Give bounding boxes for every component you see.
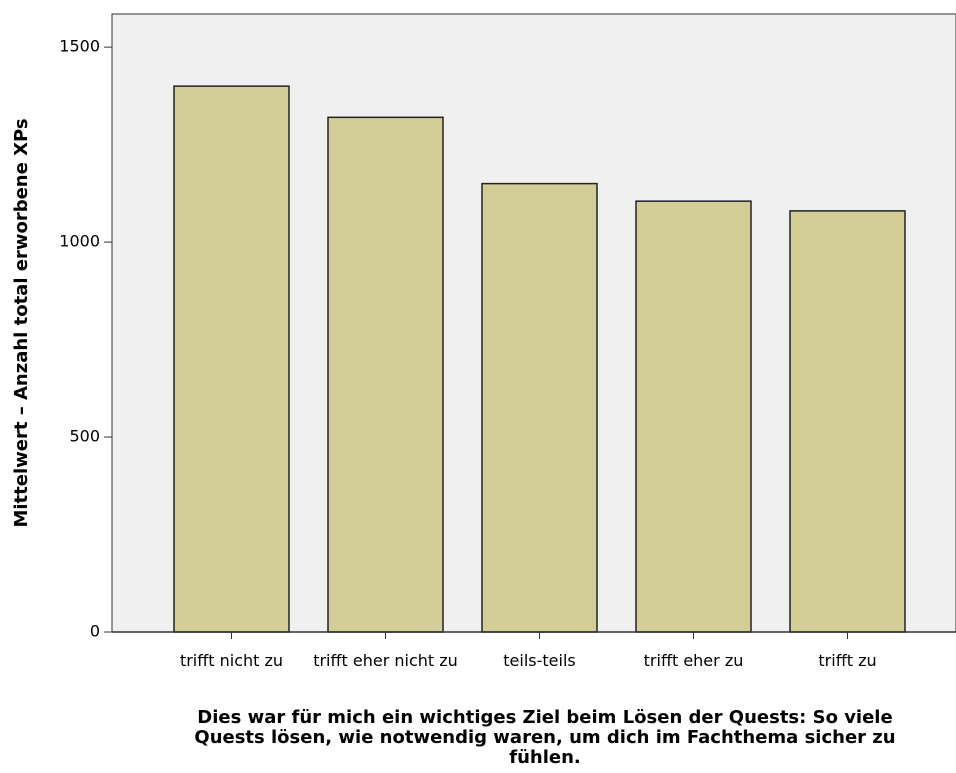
x-tick-label: trifft eher nicht zu <box>313 651 458 670</box>
x-tick-label: trifft eher zu <box>643 651 744 670</box>
bar <box>327 116 444 633</box>
y-tick-label: 1000 <box>59 232 100 251</box>
x-tick-label: teils-teils <box>503 651 576 670</box>
y-axis-title: Mittelwert – Anzahl total erworbene XPs <box>11 118 32 527</box>
x-axis-title: Dies war für mich ein wichtiges Ziel bei… <box>194 707 896 768</box>
bar <box>481 182 598 633</box>
bar <box>789 210 906 633</box>
x-tick-label: trifft nicht zu <box>179 651 284 670</box>
y-tick-label: 1500 <box>59 37 100 56</box>
x-tick-label: trifft zu <box>818 651 877 670</box>
y-tick-label: 500 <box>69 427 100 446</box>
bar <box>635 200 752 633</box>
bar <box>173 85 290 633</box>
y-tick-label: 0 <box>90 622 100 641</box>
